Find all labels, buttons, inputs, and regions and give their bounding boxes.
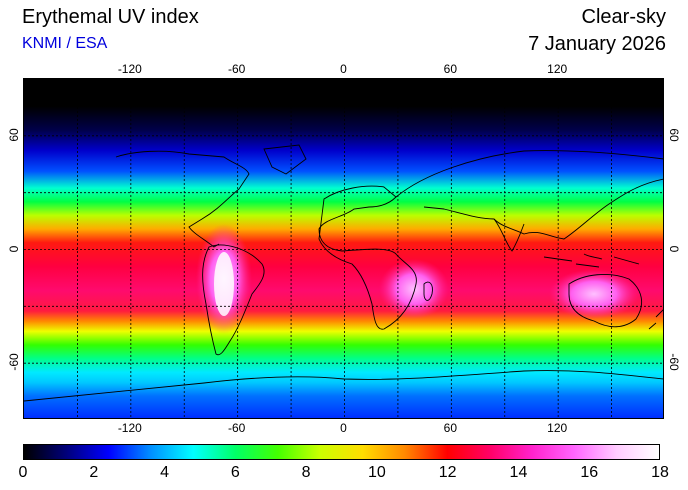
coastlines <box>24 144 663 402</box>
graticule <box>24 79 663 418</box>
coast-europe-africa <box>318 185 417 330</box>
colorbar-tick-label: 8 <box>301 464 311 481</box>
lat-tick-label-right: 60 <box>667 128 681 142</box>
lat-tick-label-left: -60 <box>7 353 21 371</box>
lon-tick-label-top: 60 <box>443 62 458 76</box>
coast-india <box>493 218 525 252</box>
colorbar-tick-label: 2 <box>89 464 99 481</box>
lon-tick-label-top: -60 <box>227 62 246 76</box>
uv-index-map <box>23 78 664 419</box>
coast-madagascar <box>423 281 433 301</box>
lat-tick-label-left: 60 <box>7 128 21 142</box>
uv-hotspot-australia <box>549 269 639 319</box>
coast-south-america <box>202 244 265 356</box>
coast-antarctica <box>24 370 663 402</box>
lon-tick-label-bottom: 120 <box>547 421 568 435</box>
coast-north-america <box>115 150 250 248</box>
uv-hotspot-africa <box>379 259 449 319</box>
lon-tick-label-top: 0 <box>340 62 347 76</box>
coast-new-zealand <box>648 309 663 330</box>
uv-peak-andes <box>214 252 234 316</box>
colorbar-tick-label: 6 <box>230 464 240 481</box>
lon-tick-label-top: -120 <box>117 62 142 76</box>
map-title: Erythemal UV index <box>22 6 199 28</box>
lat-tick-label-right: 0 <box>667 245 681 252</box>
colorbar-tick-label: 10 <box>367 464 386 481</box>
sky-mode-label: Clear-sky <box>581 6 666 28</box>
date-label: 7 January 2026 <box>528 33 666 55</box>
uv-field <box>24 79 663 418</box>
colorbar-tick-label: 14 <box>509 464 528 481</box>
coast-greenland <box>263 144 307 175</box>
lat-tick-label-right: -60 <box>667 353 681 371</box>
coast-australia <box>568 274 643 328</box>
credit-label: KNMI / ESA <box>22 35 108 52</box>
colorbar-tick-label: 0 <box>18 464 28 481</box>
coast-asia <box>395 150 663 240</box>
uv-map-graphic <box>24 79 663 418</box>
lon-tick-label-bottom: -60 <box>227 421 246 435</box>
colorbar-tick-label: 16 <box>580 464 599 481</box>
colorbar-tick-label: 12 <box>438 464 457 481</box>
lon-tick-label-bottom: -120 <box>117 421 142 435</box>
colorbar-tick-label: 18 <box>651 464 669 481</box>
colorbar-tick-label: 4 <box>160 464 169 481</box>
lon-tick-label-bottom: 0 <box>340 421 347 435</box>
lon-tick-label-bottom: 60 <box>443 421 458 435</box>
lon-tick-label-top: 120 <box>547 62 568 76</box>
uv-colorbar <box>23 444 660 460</box>
lat-tick-label-left: 0 <box>7 245 21 252</box>
